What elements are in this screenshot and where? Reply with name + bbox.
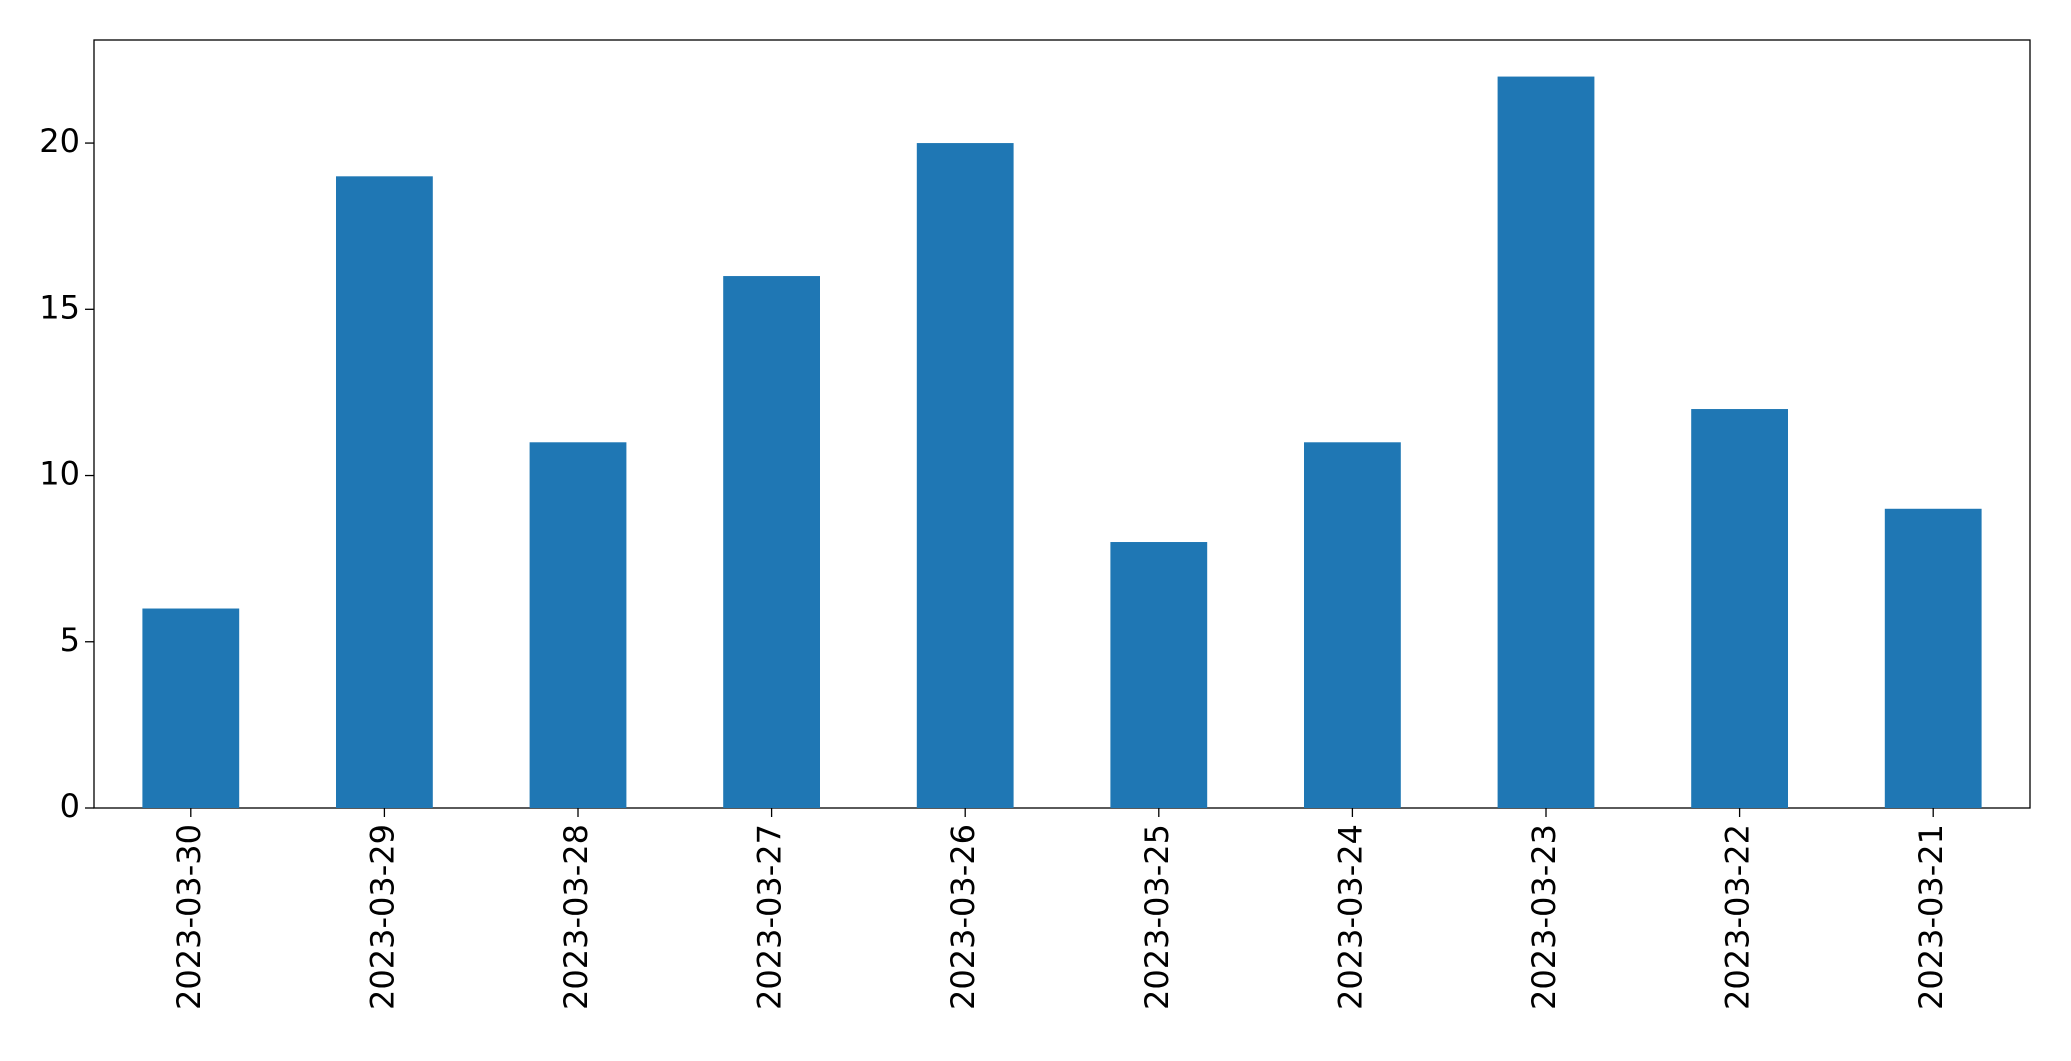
y-tick-label: 20 [39, 122, 80, 160]
y-tick-label: 5 [60, 621, 80, 659]
x-tick-label: 2023-03-26 [944, 824, 982, 1010]
x-tick-label: 2023-03-30 [170, 824, 208, 1010]
bar [1691, 409, 1788, 808]
x-tick-label: 2023-03-27 [751, 824, 789, 1010]
y-tick-label: 15 [39, 288, 80, 326]
x-tick-label: 2023-03-24 [1331, 824, 1369, 1010]
y-tick-label: 0 [60, 787, 80, 825]
x-tick-label: 2023-03-29 [363, 824, 401, 1010]
bar [1304, 442, 1401, 808]
x-tick-label: 2023-03-28 [557, 824, 595, 1010]
y-tick-label: 10 [39, 455, 80, 493]
x-tick-label: 2023-03-21 [1912, 824, 1950, 1010]
x-tick-label: 2023-03-23 [1525, 824, 1563, 1010]
bar [1497, 76, 1595, 809]
bar [916, 143, 1014, 808]
bar [1110, 542, 1208, 808]
x-tick-label: 2023-03-22 [1719, 824, 1757, 1010]
bar [1884, 508, 1982, 808]
plot-frame [93, 39, 2031, 809]
bar [142, 608, 240, 808]
bar [529, 442, 627, 808]
bar [723, 276, 820, 808]
x-tick-label: 2023-03-25 [1138, 824, 1176, 1010]
bar [336, 176, 433, 808]
